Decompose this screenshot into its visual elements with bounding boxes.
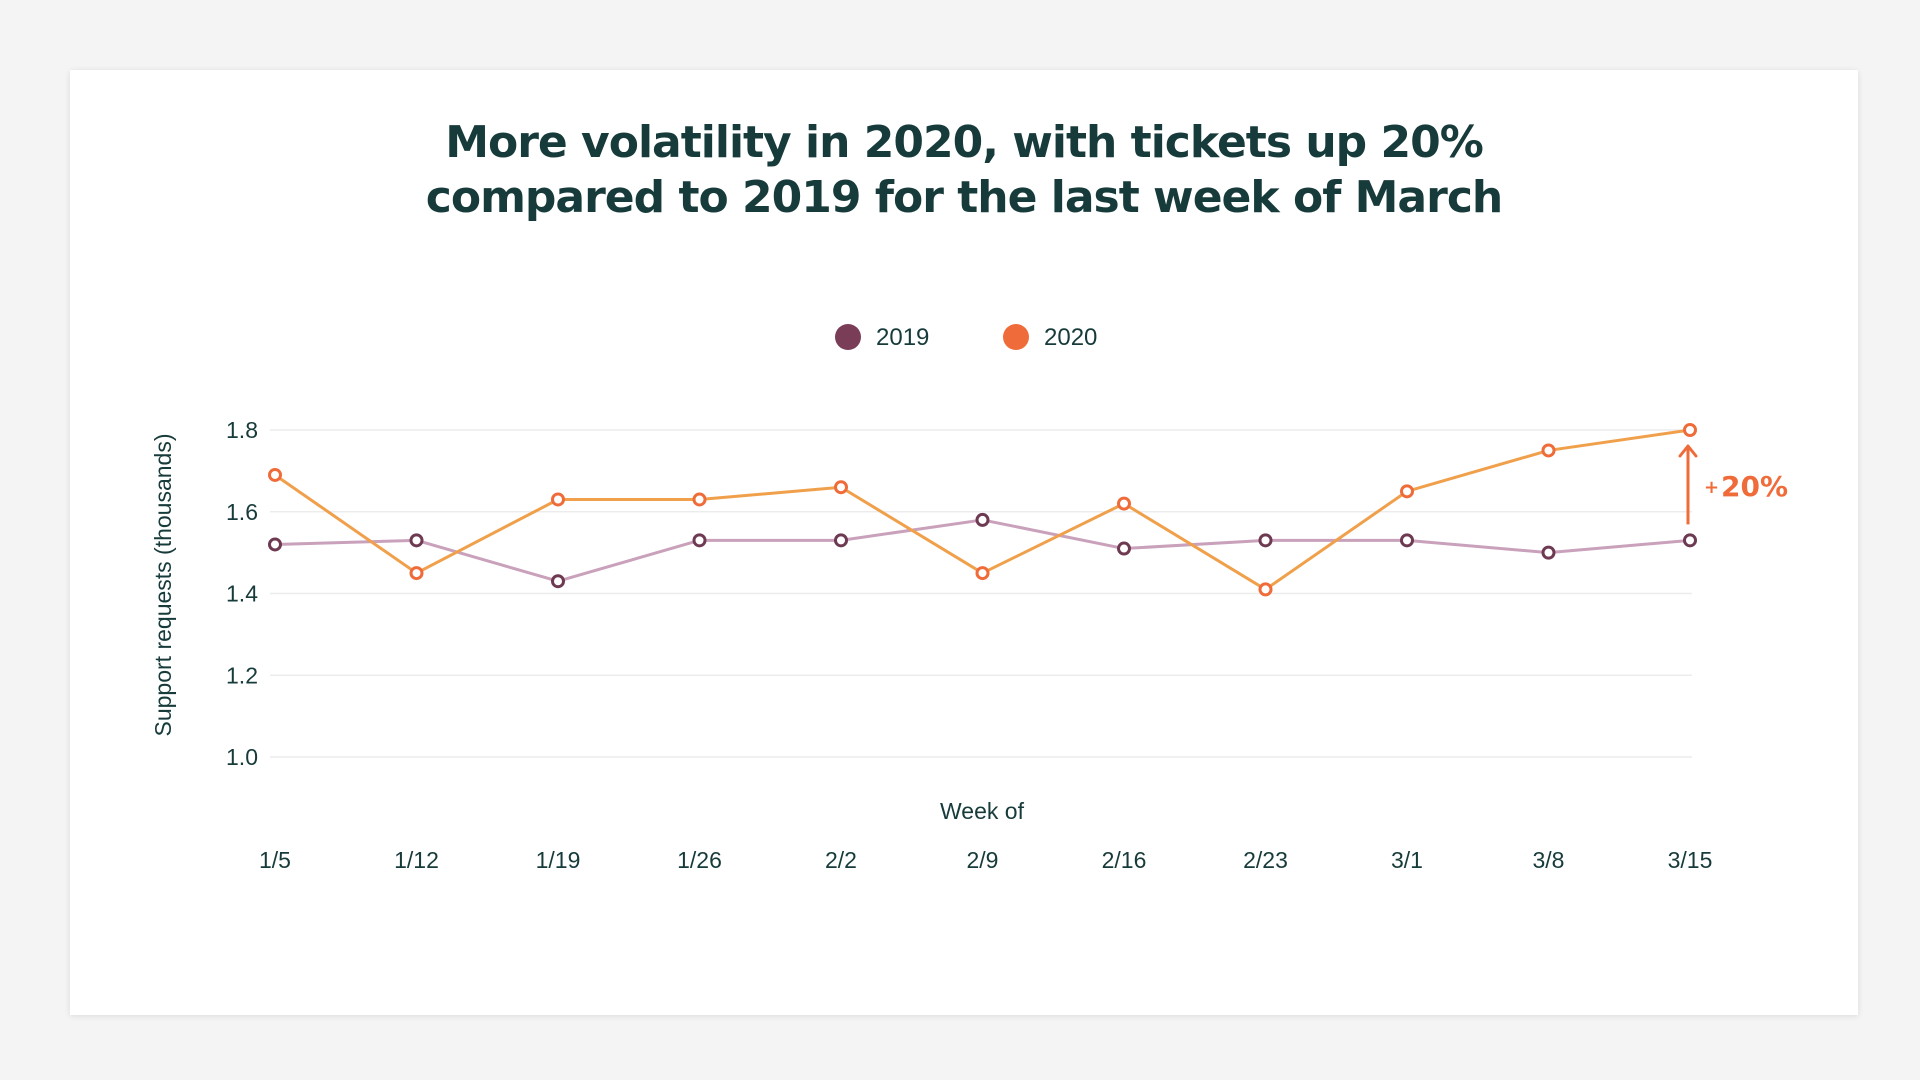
increase-annotation: + 20% [1678,444,1788,525]
gridlines [270,429,1692,758]
point-2019-1-26 [692,533,707,548]
x-tick-labels: 1/5 1/12 1/19 1/26 2/2 2/9 2/16 2/23 3/1 3/8 3/15 [259,847,1712,873]
point-2020-1-5 [268,467,282,482]
point-2020-3-1 [1400,484,1414,499]
point-2019-1-5 [268,537,282,552]
legend-marker-2020 [1003,324,1029,350]
legend-label-2019: 2019 [876,324,929,351]
point-2020-1-12 [409,566,424,581]
y-tick-1-8: 1.8 [226,417,258,443]
y-tick-1-2: 1.2 [226,662,258,688]
point-2020-2-9 [975,566,990,581]
chart-title-line-1: More volatility in 2020, with tickets up… [445,117,1483,168]
y-tick-1-4: 1.4 [226,581,258,607]
point-2020-1-26 [692,492,707,507]
legend-marker-2019 [835,324,861,350]
point-2020-3-8 [1541,443,1556,458]
point-2019-2-16 [1117,541,1131,556]
y-tick-1-0: 1.0 [226,744,258,770]
point-2019-1-12 [409,533,424,548]
x-tick-2-9: 2/9 [967,847,999,873]
series-lines [274,428,1691,591]
series-points [268,423,1697,597]
point-2019-1-19 [551,574,565,589]
x-tick-2-23: 2/23 [1243,847,1288,873]
x-tick-3-15: 3/15 [1668,847,1713,873]
chart-title: More volatility in 2020, with tickets up… [426,117,1503,223]
point-2019-2-2 [834,533,848,548]
x-tick-3-1: 3/1 [1391,847,1423,873]
point-2020-1-19 [551,492,565,507]
x-axis-label: Week of [940,798,1025,824]
point-2020-2-2 [834,480,848,495]
point-2020-2-16 [1117,496,1131,511]
x-tick-3-8: 3/8 [1533,847,1565,873]
point-2020-3-15 [1683,423,1697,437]
point-2019-3-15 [1683,533,1697,548]
x-tick-1-12: 1/12 [394,847,439,873]
point-2019-2-23 [1258,533,1273,548]
series-line-2020 [274,428,1691,591]
point-2019-2-9 [975,512,990,527]
y-tick-labels: 1.0 1.2 1.4 1.6 1.8 [226,417,258,770]
point-2019-3-8 [1541,545,1556,560]
annotation-arrow-head [1678,444,1698,458]
x-tick-1-19: 1/19 [536,847,581,873]
x-tick-1-5: 1/5 [259,847,291,873]
x-tick-2-2: 2/2 [825,847,857,873]
annotation-plus-sign: + [1704,477,1719,498]
point-2020-2-23 [1258,582,1273,597]
x-tick-2-16: 2/16 [1102,847,1147,873]
legend: 2019 2020 [835,324,1097,351]
y-tick-1-6: 1.6 [226,499,258,525]
y-axis-label: Support requests (thousands) [150,433,176,736]
chart-title-line-2: compared to 2019 for the last week of Ma… [426,172,1502,223]
point-2019-3-1 [1400,533,1414,548]
annotation-percent-label: 20% [1721,470,1788,503]
x-tick-1-26: 1/26 [677,847,722,873]
legend-label-2020: 2020 [1044,324,1097,351]
